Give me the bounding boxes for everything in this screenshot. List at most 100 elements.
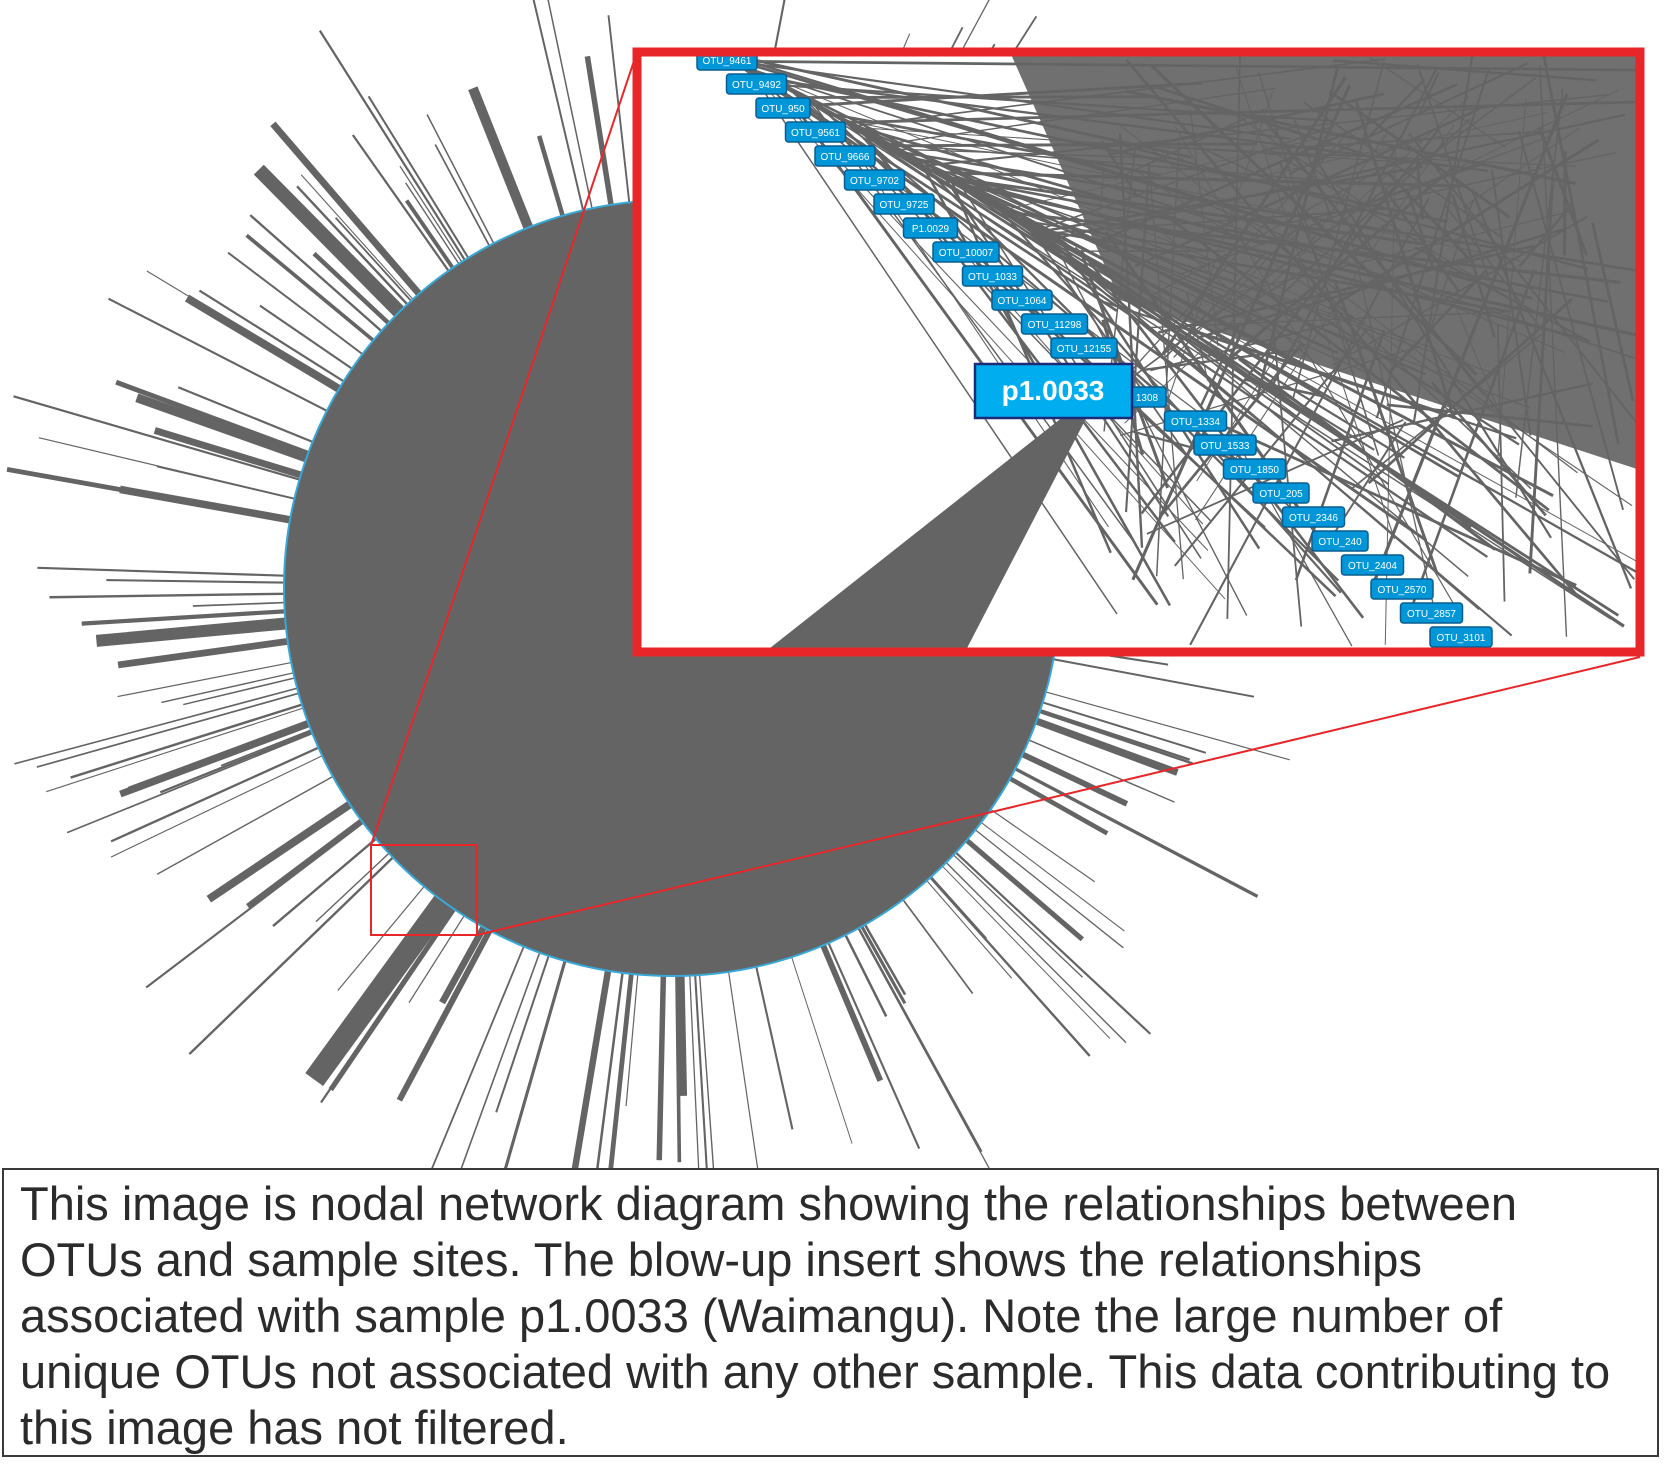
zoom-connector-bottom — [476, 656, 1641, 936]
outer-edge — [1039, 708, 1191, 761]
outer-edge — [183, 677, 295, 706]
otu-node-label: OTU_205 — [1259, 489, 1303, 500]
outer-edge — [188, 856, 394, 1055]
outer-edge-bundle — [305, 895, 453, 1087]
otu-node[interactable]: OTU_9666 — [814, 145, 876, 167]
outer-edge — [117, 638, 289, 669]
network-diagram: OTU_9461 OTU_9492 OTU_950 OTU_9561 OTU_9666 O… — [6, 0, 1645, 1170]
outer-edge — [1014, 767, 1259, 898]
outer-edge — [926, 880, 1013, 979]
otu-node[interactable]: OTU_2570 — [1370, 578, 1434, 600]
outer-edge — [459, 952, 541, 1170]
otu-node-label: P1.0029 — [912, 224, 950, 235]
outer-edge — [955, 851, 1152, 1035]
outer-edge — [405, 182, 460, 265]
otu-node[interactable]: OTU_1850 — [1222, 458, 1287, 480]
outer-edge-bundle — [95, 617, 287, 647]
outer-edge — [584, 55, 614, 206]
outer-edge — [728, 971, 759, 1170]
outer-edge — [965, 838, 1085, 942]
outer-edge — [953, 854, 1083, 978]
outer-edge — [547, 0, 593, 209]
outer-edge — [312, 251, 391, 325]
outer-edge — [608, 973, 634, 1170]
outer-edge — [320, 907, 455, 1104]
inset-edge — [1021, 217, 1513, 637]
otu-node[interactable]: P1.0029 — [902, 217, 959, 239]
otu-node[interactable]: OTU_240 — [1311, 530, 1369, 552]
outer-edge — [495, 955, 550, 1113]
outer-edge — [337, 886, 425, 991]
otu-node-label: OTU_3101 — [1437, 633, 1486, 644]
otu-node[interactable]: OTU_9702 — [843, 169, 906, 191]
outer-edge — [117, 661, 292, 698]
outer-edge — [6, 467, 291, 523]
outer-edge — [49, 592, 285, 599]
inset-nodes: OTU_9461 OTU_9492 OTU_950 OTU_9561 OTU_9666 O… — [696, 52, 1493, 648]
otu-node[interactable]: OTU_9492 — [725, 73, 788, 95]
inset-edge — [777, 83, 1159, 606]
otu-node[interactable]: OTU_1334 — [1163, 410, 1228, 432]
otu-node[interactable]: OTU_2346 — [1281, 506, 1346, 528]
otu-node[interactable]: OTU_2404 — [1340, 554, 1405, 576]
outer-edge — [220, 729, 312, 767]
otu-node-label: OTU_2346 — [1289, 513, 1338, 524]
otu-node[interactable]: OTU_9561 — [784, 121, 847, 143]
outer-edge — [1045, 691, 1290, 761]
otu-node[interactable]: OTU_950 — [755, 97, 811, 119]
inset-edge — [803, 97, 1640, 575]
outer-edge — [184, 294, 342, 393]
outer-edge — [430, 946, 525, 1170]
outer-edge — [245, 233, 375, 342]
outer-edge — [571, 970, 612, 1170]
otu-node[interactable]: OTU_1033 — [961, 265, 1024, 287]
otu-node[interactable]: OTU_1064 — [991, 289, 1053, 311]
outer-edge — [156, 465, 295, 500]
outer-edge-bundle — [468, 86, 534, 230]
otu-node[interactable]: OTU_205 — [1252, 482, 1310, 504]
outer-edge — [434, 144, 491, 247]
highlight-node[interactable]: p1.0033 — [973, 362, 1134, 420]
otu-node[interactable]: OTU_2857 — [1399, 602, 1464, 624]
otu-node-label: OTU_9492 — [732, 80, 781, 91]
outer-edge — [296, 185, 409, 306]
otu-node-label: OTU_9666 — [821, 152, 870, 163]
caption-box: This image is nodal network diagram show… — [2, 1168, 1659, 1457]
otu-node[interactable]: 1308 — [1127, 386, 1167, 408]
outer-edge-bundle — [675, 975, 688, 1096]
outer-edge-bundle — [1035, 717, 1179, 776]
outer-edge — [110, 755, 323, 858]
otu-node-label: OTU_240 — [1318, 537, 1362, 548]
outer-edge — [980, 821, 1125, 932]
outer-edge — [1053, 658, 1255, 698]
otu-node[interactable]: OTU_9725 — [873, 193, 935, 215]
outer-edge — [404, 199, 455, 269]
outer-edge — [156, 775, 334, 875]
outer-edge — [399, 165, 463, 263]
otu-node-label: OTU_2404 — [1348, 561, 1397, 572]
otu-node[interactable]: OTU_3101 — [1429, 626, 1493, 648]
inset-edge — [1272, 321, 1303, 627]
outer-edge — [227, 251, 364, 355]
outer-edge — [318, 30, 466, 261]
outer-edge — [791, 956, 853, 1144]
otu-node-label: OTU_1064 — [998, 296, 1047, 307]
otu-node[interactable]: OTU_10007 — [932, 241, 1000, 263]
outer-edge — [161, 672, 294, 704]
outer-edge — [270, 121, 422, 297]
zoom-connector-top — [370, 51, 638, 846]
otu-node[interactable]: OTU_1533 — [1193, 434, 1257, 456]
caption-text: This image is nodal network diagram show… — [20, 1177, 1611, 1454]
otu-node[interactable]: OTU_12155 — [1050, 337, 1118, 359]
outer-edge — [367, 95, 470, 259]
outer-edge — [694, 975, 708, 1170]
outer-edge — [689, 975, 700, 1170]
outer-edge — [439, 925, 487, 1005]
outer-edge — [1039, 710, 1193, 765]
otu-node-label: OTU_2857 — [1407, 609, 1456, 620]
outer-edge — [272, 837, 377, 927]
otu-node[interactable]: OTU_11298 — [1020, 313, 1089, 335]
outer-edge — [104, 692, 299, 749]
outer-edge — [532, 0, 585, 211]
outer-edge — [625, 974, 639, 1107]
